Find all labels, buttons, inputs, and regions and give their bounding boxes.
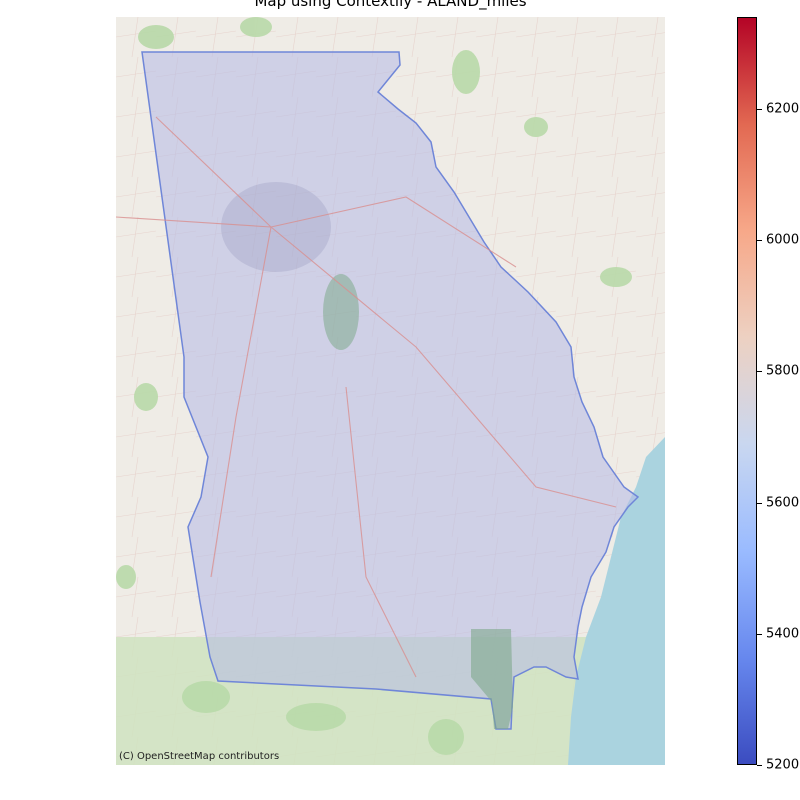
basemap-ocean xyxy=(568,437,665,765)
colorbar-tick-label: 5800 xyxy=(766,363,800,379)
map-axes[interactable]: (C) OpenStreetMap contributors xyxy=(116,17,665,765)
colorbar-tick-mark xyxy=(757,633,762,635)
region-polygon[interactable] xyxy=(141,51,640,730)
colorbar-tick-mark xyxy=(757,371,762,373)
colorbar xyxy=(737,17,757,765)
attribution-text: (C) OpenStreetMap contributors xyxy=(119,751,280,762)
basemap-forest-patches xyxy=(116,17,632,755)
colorbar-tick-label: 6000 xyxy=(766,232,800,248)
map-title: Map using Contextily - ALAND_miles xyxy=(254,0,527,10)
colorbar-tick-mark xyxy=(757,765,762,766)
colorbar-tick-mark xyxy=(757,240,762,242)
colorbar-tick-label: 5200 xyxy=(766,757,800,773)
colorbar-tick-label: 5400 xyxy=(766,626,800,642)
colorbar-tick-mark xyxy=(757,108,762,110)
map-svg xyxy=(116,17,665,765)
swamp-patch xyxy=(471,629,513,729)
colorbar-tick-label: 5600 xyxy=(766,495,800,511)
urban-area xyxy=(221,182,331,272)
colorbar-tick-label: 6200 xyxy=(766,101,800,117)
highways xyxy=(116,116,617,678)
colorbar-tick-mark xyxy=(757,502,762,504)
